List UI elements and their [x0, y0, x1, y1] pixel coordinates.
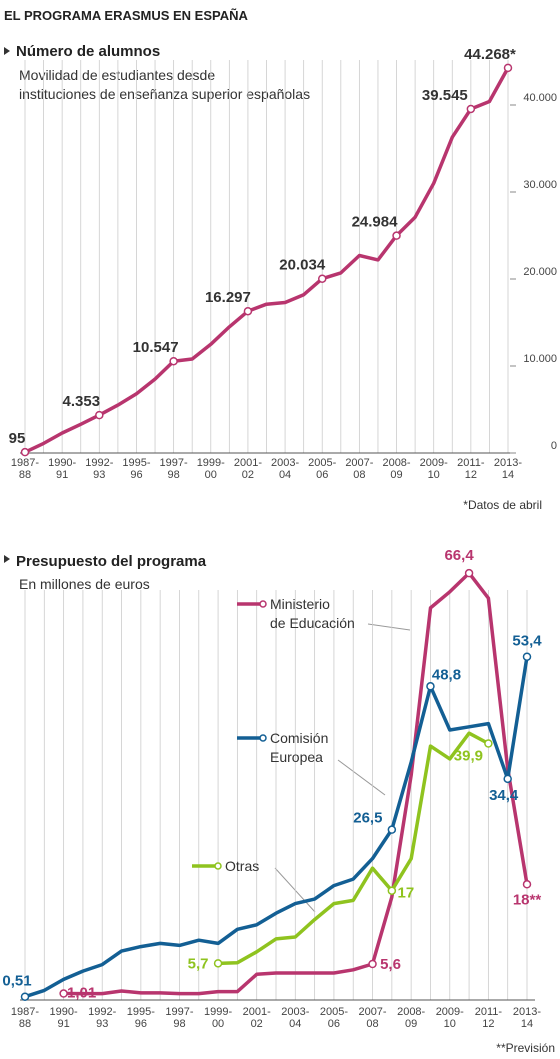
x-tick-label: 1999-00: [204, 1006, 232, 1030]
x-tick-label: 1999-00: [197, 457, 225, 481]
data-label: 18**: [513, 891, 542, 908]
point-marker: [522, 880, 532, 889]
point-marker: [368, 959, 377, 969]
x-tick-label: 1995-96: [122, 457, 150, 481]
point-marker: [522, 652, 532, 661]
x-tick-label: 1992-93: [88, 1006, 116, 1030]
x-tick-label: 2008-09: [397, 1006, 425, 1030]
x-tick-label: 2011-12: [457, 457, 485, 481]
x-tick-label: 2009-10: [436, 1006, 464, 1030]
legend-label: Ministerio de Educación: [270, 596, 355, 631]
data-label: 53,4: [512, 633, 542, 650]
data-label: 66,4: [444, 547, 474, 564]
data-label: 39,9: [454, 748, 483, 765]
x-tick-label: 1997-98: [165, 1006, 193, 1030]
point-marker: [95, 410, 104, 420]
x-tick-label: 2005-06: [320, 1006, 348, 1030]
data-label: 16.297: [205, 289, 251, 306]
data-label: 1,01: [67, 985, 96, 1002]
note: *Datos de abril: [463, 498, 542, 512]
x-tick-label: 1992-93: [85, 457, 113, 481]
x-tick-label: 1997-98: [160, 457, 188, 481]
legend-label: Otras: [225, 858, 259, 874]
chart-title: Número de alumnos: [16, 43, 160, 60]
point-marker: [464, 568, 474, 578]
point-marker: [59, 989, 68, 998]
data-label: 4.353: [63, 393, 101, 410]
x-tick-label: 2001-02: [234, 457, 262, 481]
point-marker: [426, 682, 435, 691]
y-tick-label: 10.000: [523, 353, 557, 365]
legend-marker: [259, 734, 267, 742]
point-marker: [213, 959, 223, 968]
point-marker: [387, 886, 397, 895]
series-line: [24, 67, 510, 454]
bullet: [4, 555, 10, 563]
chart-subtitle: En millones de euros: [19, 576, 150, 592]
y-tick-label: 40.000: [523, 92, 557, 104]
legend-marker: [214, 862, 222, 870]
y-tick-label: 30.000: [523, 179, 557, 191]
series-line: [218, 731, 490, 966]
legend-marker: [259, 600, 267, 608]
x-tick-label: 2003-04: [271, 457, 299, 481]
series-line: [24, 656, 529, 999]
data-label: 20.034: [279, 257, 326, 274]
point-marker: [317, 274, 327, 283]
data-label: 5,6: [380, 956, 401, 973]
x-tick-label: 2008-09: [382, 457, 410, 481]
chart-title: Presupuesto del programa: [16, 553, 207, 570]
x-tick-label: 2009-10: [420, 457, 448, 481]
point-marker: [20, 992, 30, 1001]
data-label: 34,4: [489, 787, 519, 804]
data-label: 10.547: [133, 339, 179, 356]
data-label: 95: [9, 430, 26, 447]
x-tick-label: 2007-08: [345, 457, 373, 481]
chart-subtitle: Movilidad de estudiantes desde institucio…: [19, 67, 310, 102]
x-tick-label: 2013-14: [513, 1006, 541, 1030]
point-marker: [466, 104, 476, 114]
data-label: 0,51: [2, 973, 31, 990]
leader-line: [367, 623, 411, 631]
data-label: 26,5: [353, 810, 382, 827]
x-tick-label: 1990-91: [48, 457, 76, 481]
point-marker: [503, 63, 513, 73]
point-marker: [484, 739, 493, 748]
x-tick-label: 1990-91: [50, 1006, 78, 1030]
data-label: 44.268*: [464, 46, 516, 63]
point-marker: [169, 356, 178, 366]
x-tick-label: 2013-14: [494, 457, 522, 481]
x-tick-label: 1995-96: [127, 1006, 155, 1030]
x-tick-label: 1987-88: [11, 1006, 39, 1030]
point-marker: [503, 774, 512, 784]
x-tick-label: 1987-88: [11, 457, 39, 481]
legend-label: Comisión Europea: [270, 730, 328, 765]
data-label: 48,8: [432, 666, 461, 683]
point-marker: [387, 825, 397, 834]
point-marker: [243, 306, 253, 316]
data-label: 24.984: [352, 214, 399, 231]
main-title: EL PROGRAMA ERASMUS EN ESPAÑA: [4, 8, 249, 23]
data-label: 5,7: [188, 955, 209, 972]
data-label: 17: [398, 885, 415, 902]
x-tick-label: 2011-12: [475, 1006, 503, 1030]
x-tick-label: 2003-04: [281, 1006, 309, 1030]
bullet: [4, 47, 10, 55]
series-line: [63, 571, 529, 996]
leader-line: [337, 759, 386, 796]
note: **Previsión: [496, 1041, 555, 1055]
x-tick-label: 2007-08: [358, 1006, 386, 1030]
x-tick-label: 2001-02: [243, 1006, 271, 1030]
x-tick-label: 2005-06: [308, 457, 336, 481]
point-marker: [20, 447, 30, 457]
point-marker: [392, 231, 401, 240]
y-tick-label: 0: [551, 440, 557, 452]
y-tick-label: 20.000: [523, 266, 557, 278]
data-label: 39.545: [422, 87, 468, 104]
